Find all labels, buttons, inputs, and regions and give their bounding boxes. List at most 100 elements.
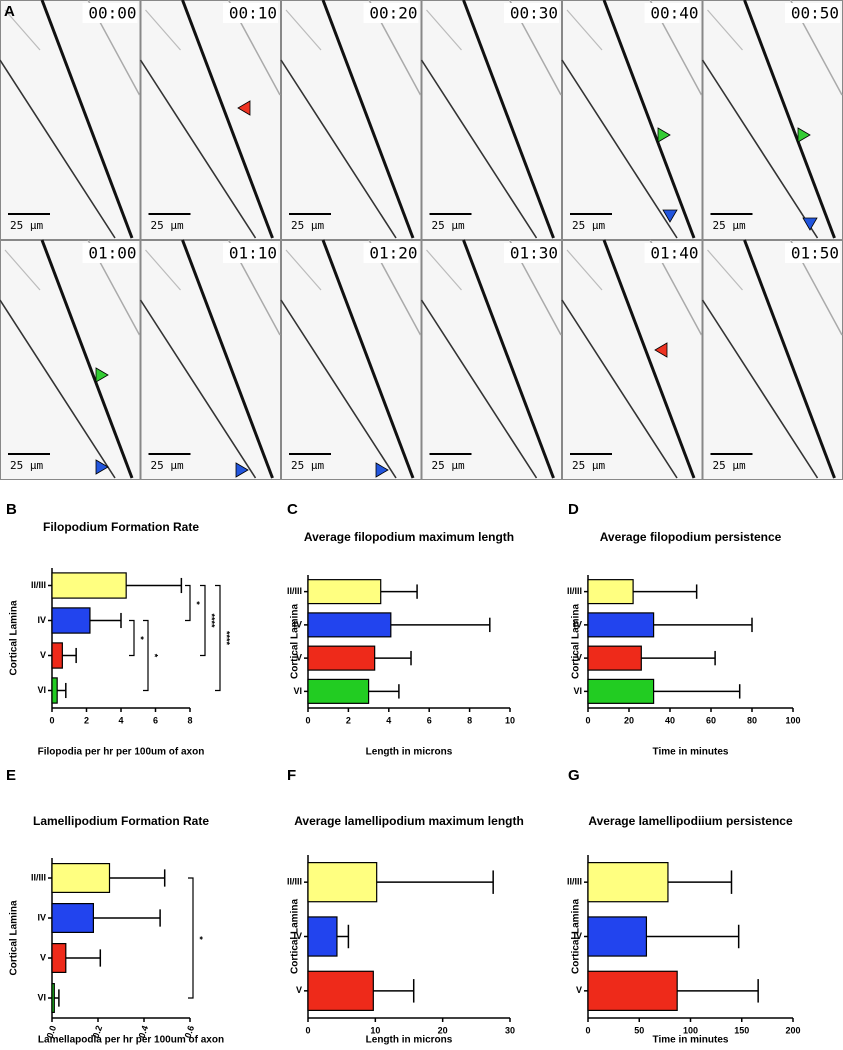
bar: [307, 645, 376, 671]
scale-label: 25 µm: [713, 459, 746, 472]
x-axis-label: Time in minutes: [653, 1035, 729, 1046]
micrograph: 01:40 25 µm: [561, 239, 703, 480]
y-tick-label: II/III: [567, 877, 582, 887]
micrograph: 01:10 25 µm: [139, 239, 281, 480]
arrowhead: [657, 127, 671, 143]
y-tick-label: V: [40, 952, 46, 962]
bar: [51, 607, 91, 634]
x-tick-label: 6: [153, 715, 158, 725]
x-tick-label: 20: [624, 715, 634, 725]
axon: [0, 59, 116, 239]
y-axis-label: Cortical Lamina: [9, 600, 20, 675]
micrograph: 01:30 25 µm: [420, 239, 562, 480]
y-tick-label: IV: [293, 619, 302, 629]
y-tick-label: IV: [293, 931, 302, 941]
bar: [587, 916, 648, 957]
axon: [280, 299, 397, 479]
axon: [0, 299, 116, 479]
x-tick-label: 20: [438, 1025, 448, 1035]
significance-label: *: [150, 654, 160, 658]
significance-label: ****: [207, 613, 217, 628]
bar: [307, 579, 382, 605]
x-tick-label: 0: [49, 715, 54, 725]
bar: [587, 678, 655, 704]
timestamp: 00:20: [369, 4, 417, 23]
axon: [462, 239, 555, 479]
y-axis-label: Cortical Lamina: [9, 900, 20, 975]
y-axis-label: Cortical Lamina: [571, 899, 582, 974]
axon: [462, 0, 555, 239]
bar: [587, 645, 642, 671]
significance-bracket: [188, 877, 194, 999]
time-bg: [785, 3, 840, 23]
axon: [701, 59, 819, 239]
y-axis-label: Cortical Lamina: [571, 604, 582, 679]
timestamp: 00:40: [650, 4, 698, 23]
bar: [51, 572, 127, 599]
axon: [420, 59, 538, 239]
x-tick-label: 30: [505, 1025, 515, 1035]
micrograph: 00:20 25 µm: [280, 0, 422, 240]
arrowhead: [802, 217, 818, 231]
axon: [701, 299, 819, 479]
bar: [587, 579, 634, 605]
y-tick-label: V: [576, 985, 582, 995]
scale-label: 25 µm: [432, 219, 465, 232]
chart-title: Filopodium Formation Rate: [43, 520, 199, 534]
scale-label: 25 µm: [291, 459, 324, 472]
x-tick-label: 80: [747, 715, 757, 725]
axon: [707, 249, 743, 291]
panel-letter: A: [4, 3, 15, 20]
x-tick-label: 8: [467, 715, 472, 725]
axon: [4, 9, 41, 51]
bar: [51, 862, 111, 893]
bar: [51, 677, 58, 704]
time-bg: [363, 243, 419, 263]
panel-letter: C: [287, 501, 298, 518]
panel-letter: G: [568, 767, 580, 784]
axon: [602, 0, 696, 239]
axon: [40, 239, 134, 479]
significance-label: ****: [222, 631, 232, 646]
x-tick-label: 0: [305, 1025, 310, 1035]
arrowhead: [237, 100, 251, 116]
axon: [566, 249, 603, 291]
micrograph: 00:10 25 µm: [139, 0, 281, 240]
arrowhead: [662, 209, 678, 223]
time-bg: [504, 243, 559, 263]
time-bg: [363, 3, 419, 23]
significance-label: *: [192, 601, 202, 605]
axon: [566, 9, 603, 51]
y-tick-label: V: [576, 653, 582, 663]
bar: [307, 970, 374, 1011]
chart-title: Average lamellipodium maximum length: [294, 814, 524, 828]
x-axis-label: Length in microns: [366, 1035, 453, 1046]
bar: [51, 942, 67, 973]
y-tick-label: IV: [37, 615, 46, 625]
x-tick-label: 4: [386, 715, 391, 725]
axon: [426, 249, 462, 291]
timestamp: 00:30: [510, 4, 558, 23]
chart-title: Lamellipodium Formation Rate: [33, 814, 209, 828]
axon: [181, 0, 274, 239]
arrowhead: [654, 342, 668, 358]
arrowhead: [375, 462, 389, 478]
bar: [51, 902, 95, 933]
axon: [139, 299, 257, 479]
bar: [307, 612, 392, 638]
axon: [743, 0, 836, 239]
axon: [145, 249, 181, 291]
y-tick-label: II/III: [31, 580, 46, 590]
axon: [4, 249, 41, 291]
x-tick-label: 0.0: [45, 1024, 59, 1039]
time-bg: [504, 3, 559, 23]
y-tick-label: II/III: [567, 586, 582, 596]
time-bg: [223, 3, 278, 23]
y-tick-label: VI: [37, 992, 46, 1002]
y-tick-label: V: [296, 985, 302, 995]
x-tick-label: 2: [84, 715, 89, 725]
x-tick-label: 0: [585, 715, 590, 725]
axon: [321, 0, 415, 239]
axon: [561, 59, 678, 239]
x-axis-label: Filopodia per hr per 100um of axon: [38, 747, 205, 758]
